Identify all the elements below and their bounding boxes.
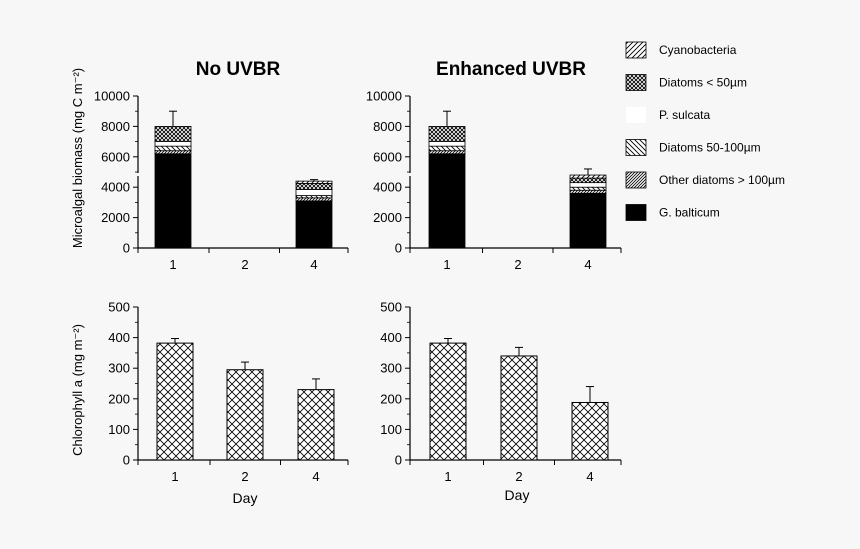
y-tick-label: 4000 — [101, 180, 130, 195]
y-tick-label: 4000 — [373, 180, 402, 195]
x-tick-label-4: 4 — [312, 469, 319, 484]
bar-2 — [500, 355, 538, 461]
legend: Cyanobacteria Diatoms < 50µm P. sulcata Dia… — [625, 41, 785, 221]
legend-swatch — [625, 139, 647, 156]
y-tick-label: 200 — [380, 391, 402, 406]
bar-segment — [295, 189, 333, 196]
bar-4 — [297, 389, 335, 461]
legend-label: G. balticum — [659, 206, 720, 220]
y-tick-label: 500 — [380, 300, 402, 315]
bar-segment — [295, 180, 333, 184]
y-tick-label: 0 — [395, 241, 402, 256]
y-tick-label: 400 — [108, 330, 130, 345]
legend-swatch — [625, 74, 647, 91]
bar-segment — [295, 200, 333, 249]
y-tick-label: 10000 — [366, 89, 402, 104]
bar-segment — [428, 126, 466, 143]
y-tick-label: 500 — [108, 300, 130, 315]
bar-1 — [156, 342, 194, 461]
x-tick-label-1: 1 — [169, 257, 176, 272]
legend-label: Other diatoms > 100µm — [659, 173, 785, 187]
title-enhanced-uvbr: Enhanced UVBR — [436, 59, 586, 80]
legend-label: Cyanobacteria — [659, 43, 737, 57]
x-tick-label-2: 2 — [241, 469, 248, 484]
bar-segment — [569, 174, 607, 179]
y-tick-label: 0 — [123, 241, 130, 256]
bar-4 — [571, 401, 609, 461]
y-tick-label: 0 — [395, 453, 402, 468]
y-tick-label: 2000 — [373, 210, 402, 225]
bar-segment — [428, 150, 466, 155]
ylabel-chlorophyll: Chlorophyll a (mg m⁻²) — [70, 324, 85, 456]
bar-segment — [154, 141, 192, 147]
x-tick-label-1: 1 — [171, 469, 178, 484]
bar-segment — [569, 182, 607, 188]
x-tick-label-1: 1 — [444, 469, 451, 484]
legend-swatch — [625, 41, 647, 59]
legend-swatch — [625, 171, 647, 189]
legend-label: Diatoms < 50µm — [659, 76, 747, 90]
bar-segment — [154, 153, 192, 249]
legend-swatch — [626, 107, 646, 123]
bar-segment — [569, 177, 607, 184]
y-tick-label: 100 — [380, 422, 402, 437]
legend-label: P. sulcata — [659, 108, 710, 122]
bar-segment — [295, 182, 333, 190]
bar-segment — [428, 141, 466, 147]
x-tick-label-4: 4 — [584, 257, 591, 272]
xlabel-day-left: Day — [233, 490, 258, 506]
y-tick-label: 400 — [380, 330, 402, 345]
panel-chla-enhanced-uvbr: 0 100 200 300 400 500 1 2 4 — [380, 300, 622, 484]
axis-break — [131, 173, 145, 176]
y-tick-label: 8000 — [101, 119, 130, 134]
y-tick-label: 8000 — [373, 119, 402, 134]
panel-biomass-enhanced-uvbr: 0 2000 4000 6000 8000 10000 1 2 4 — [366, 89, 622, 272]
xlabel-day-right: Day — [505, 487, 530, 503]
x-tick-label-4: 4 — [586, 469, 593, 484]
y-tick-label: 2000 — [101, 210, 130, 225]
title-no-uvbr: No UVBR — [196, 59, 281, 80]
y-tick-label: 0 — [123, 453, 130, 468]
x-tick-label-2: 2 — [514, 257, 521, 272]
bar-segment — [569, 186, 607, 191]
y-tick-label: 10000 — [94, 89, 130, 104]
y-tick-label: 300 — [380, 361, 402, 376]
y-tick-label: 200 — [108, 391, 130, 406]
bar-segment — [569, 192, 607, 249]
bar-segment — [569, 189, 607, 194]
panel-biomass-no-uvbr: 0 2000 4000 6000 8000 10000 1 2 4 — [94, 89, 349, 272]
bar-segment — [295, 197, 333, 202]
bar-segment — [428, 153, 466, 249]
bar-segment — [428, 145, 466, 152]
y-tick-label: 6000 — [101, 149, 130, 164]
ylabel-biomass: Microalgal biomass (mg C m⁻²) — [70, 68, 85, 248]
bar-segment — [154, 145, 192, 152]
axis-break — [403, 173, 417, 176]
bar-segment — [154, 150, 192, 155]
y-tick-label: 6000 — [373, 149, 402, 164]
y-tick-label: 300 — [108, 361, 130, 376]
panel-chla-no-uvbr: 0 100 200 300 400 500 1 2 4 — [108, 300, 349, 484]
x-tick-label-2: 2 — [515, 469, 522, 484]
x-tick-label-4: 4 — [310, 257, 317, 272]
y-tick-label: 100 — [108, 422, 130, 437]
x-tick-label-2: 2 — [241, 257, 248, 272]
bar-2 — [226, 369, 264, 461]
legend-label: Diatoms 50-100µm — [659, 141, 761, 155]
bar-segment — [154, 126, 192, 143]
bar-1 — [429, 342, 467, 461]
legend-swatch — [625, 204, 647, 221]
x-tick-label-1: 1 — [443, 257, 450, 272]
